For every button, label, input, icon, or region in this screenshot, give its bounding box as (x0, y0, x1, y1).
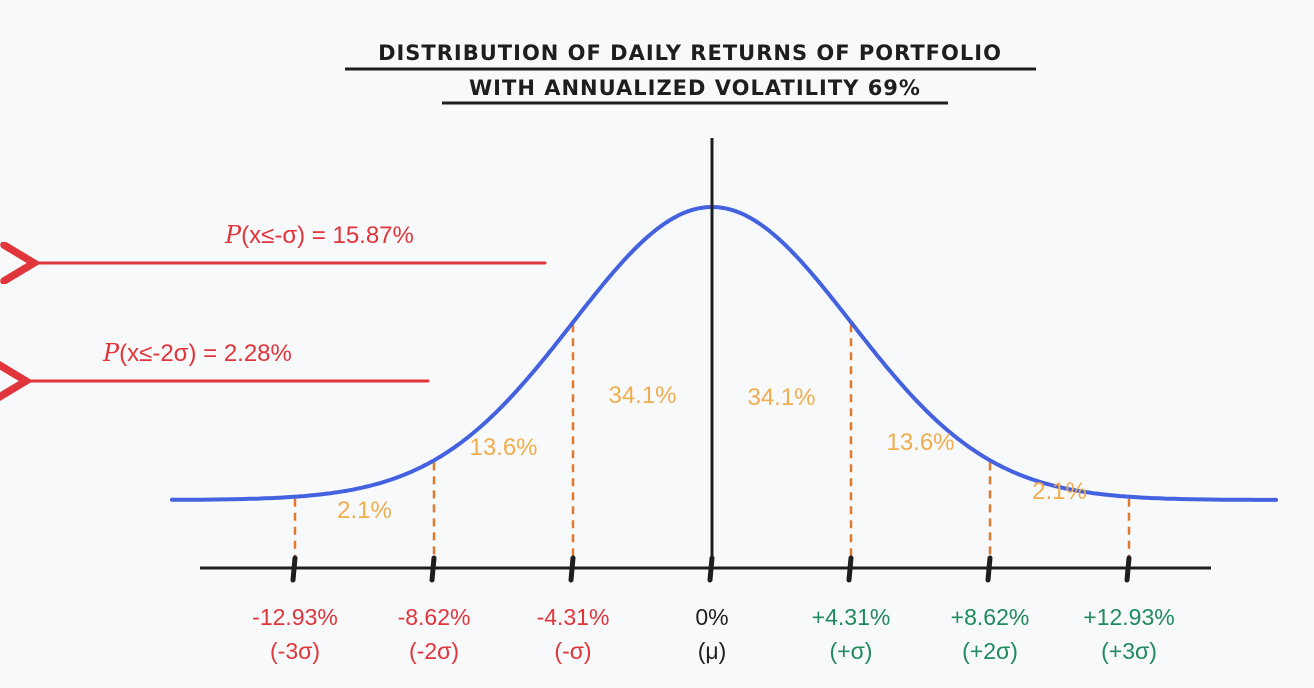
tick-sublabel-sigma-3: (+3σ) (1101, 638, 1157, 664)
tick-sigma-2 (985, 555, 993, 583)
band-label-2: 34.1% (608, 382, 676, 409)
band-label-3: 34.1% (747, 384, 815, 411)
prob-symbol: P (224, 221, 242, 249)
tick-sublabel-sigma--1: (-σ) (554, 638, 591, 664)
sigma-dashed-lines (293, 324, 1131, 562)
tick-sublabel-sigma-0: (μ) (698, 638, 727, 664)
tick-label-sigma-2: +8.62% (951, 604, 1030, 630)
prob-symbol: P (102, 339, 120, 367)
tick-marks-group (290, 555, 1132, 583)
tick-labels-group: -12.93% (-3σ) -8.62% (-2σ) -4.31% (-σ) 0% (μ) +4… (252, 604, 1175, 664)
tick-sigma-1 (846, 555, 854, 583)
band-labels-group: 2.1% 13.6% 34.1% 34.1% 13.6% 2.1% (337, 382, 1087, 524)
tick-label-sigma--2: -8.62% (398, 604, 471, 630)
distribution-curve-group (170, 205, 1278, 502)
distribution-curve (170, 205, 1278, 502)
tick-label-sigma--3: -12.93% (252, 604, 338, 630)
tick-sublabel-sigma-1: (+σ) (830, 638, 873, 664)
chart-title-line2: WITH ANNUALIZED VOLATILITY 69% (469, 76, 921, 100)
chart-title-line1: DISTRIBUTION OF DAILY RETURNS OF PORTFOL… (378, 41, 1002, 65)
tick-label-sigma-3: +12.93% (1083, 604, 1174, 630)
tick-sigma--2 (429, 555, 437, 583)
tick-sublabel-sigma-2: (+2σ) (962, 638, 1018, 664)
cumulative-prob-label-sigma-1: P(x≤-σ) = 15.87% (224, 221, 414, 249)
tick-label-sigma-1: +4.31% (812, 604, 891, 630)
prob-expression: (x≤-σ) = 15.87% (241, 222, 414, 249)
tick-sigma-0 (707, 555, 715, 583)
axes-group (200, 138, 1211, 570)
tick-sigma--1 (568, 555, 576, 583)
tick-sigma--3 (290, 555, 298, 583)
prob-expression: (x≤-2σ) = 2.28% (119, 340, 292, 367)
band-label-1: 13.6% (469, 434, 537, 461)
probability-annotations: P(x≤-σ) = 15.87%P(x≤-2σ) = 2.28% (26, 221, 547, 381)
tick-label-sigma-0: 0% (695, 604, 728, 630)
tick-sublabel-sigma--2: (-2σ) (409, 638, 459, 664)
cumulative-prob-label-sigma-2: P(x≤-2σ) = 2.28% (102, 339, 292, 367)
tick-sublabel-sigma--3: (-3σ) (270, 638, 320, 664)
tick-label-sigma--1: -4.31% (537, 604, 610, 630)
tick-sigma-3 (1124, 555, 1132, 583)
band-label-0: 2.1% (337, 497, 392, 524)
band-label-5: 2.1% (1032, 478, 1087, 505)
band-label-4: 13.6% (886, 429, 954, 456)
